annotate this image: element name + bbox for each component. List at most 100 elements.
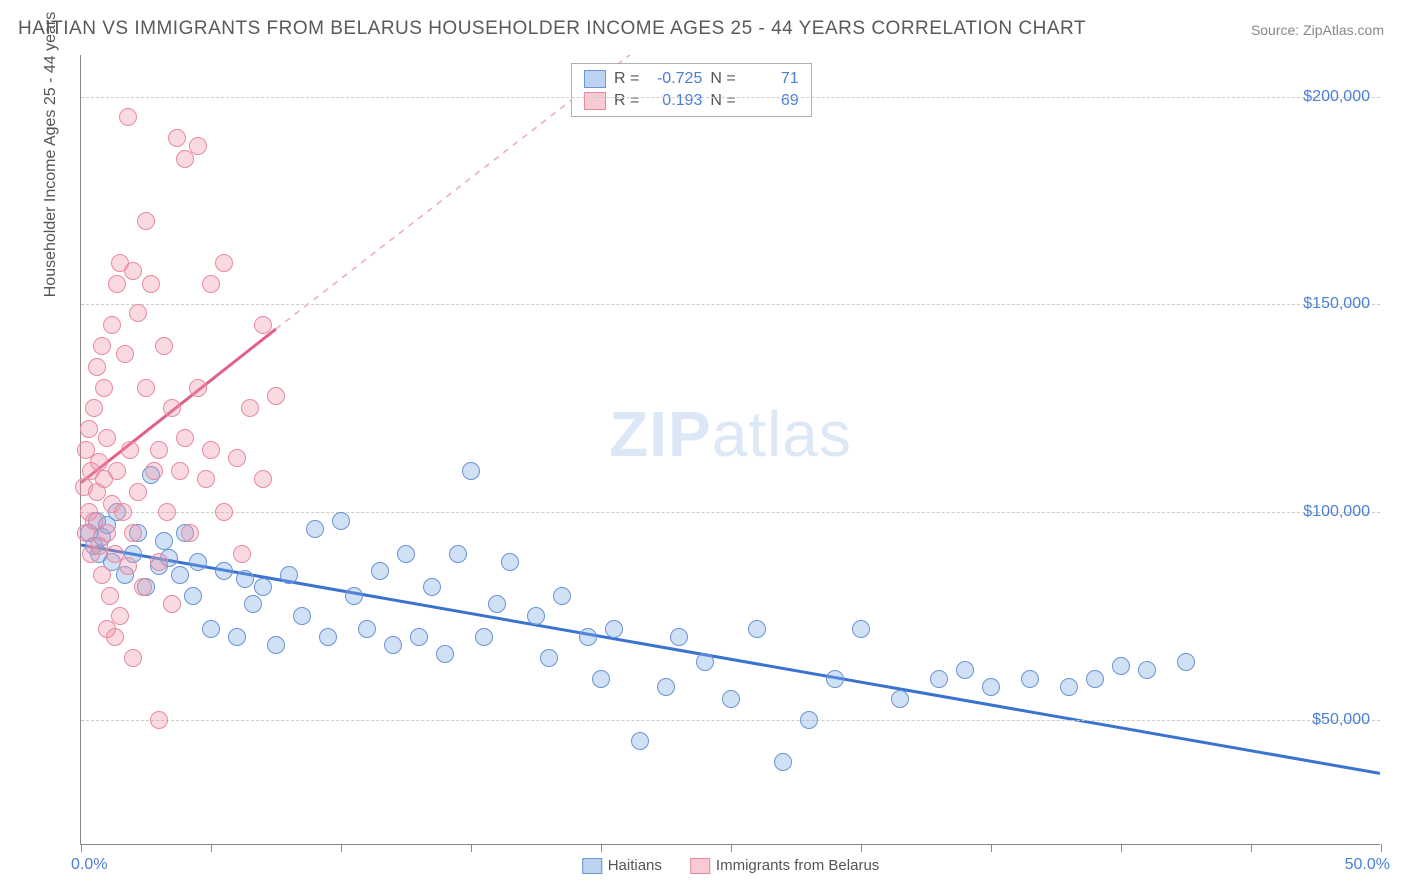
r-value-haitians: -0.725	[647, 70, 702, 88]
data-point	[891, 690, 909, 708]
watermark: ZIPatlas	[609, 397, 852, 471]
data-point	[553, 587, 571, 605]
data-point	[215, 503, 233, 521]
data-point	[254, 578, 272, 596]
data-point	[1112, 657, 1130, 675]
data-point	[101, 587, 119, 605]
legend-item-haitians: Haitians	[582, 857, 662, 874]
data-point	[1138, 661, 1156, 679]
data-point	[197, 470, 215, 488]
data-point	[306, 520, 324, 538]
data-point	[163, 399, 181, 417]
data-point	[108, 462, 126, 480]
gridline	[81, 512, 1380, 513]
data-point	[145, 462, 163, 480]
r-value-belarus: 0.193	[647, 92, 702, 110]
data-point	[137, 379, 155, 397]
x-tick	[1381, 844, 1382, 852]
data-point	[436, 645, 454, 663]
data-point	[168, 129, 186, 147]
data-point	[748, 620, 766, 638]
y-axis-label: Householder Income Ages 25 - 44 years	[42, 12, 60, 298]
data-point	[930, 670, 948, 688]
data-point	[119, 108, 137, 126]
legend-label-belarus: Immigrants from Belarus	[716, 857, 879, 874]
data-point	[150, 553, 168, 571]
data-point	[119, 557, 137, 575]
x-tick	[601, 844, 602, 852]
data-point	[93, 337, 111, 355]
data-point	[236, 570, 254, 588]
n-value-belarus: 69	[744, 92, 799, 110]
x-tick	[81, 844, 82, 852]
data-point	[358, 620, 376, 638]
x-tick	[471, 844, 472, 852]
data-point	[397, 545, 415, 563]
data-point	[171, 462, 189, 480]
data-point	[150, 441, 168, 459]
legend-swatch-blue	[584, 70, 606, 88]
data-point	[540, 649, 558, 667]
data-point	[1086, 670, 1104, 688]
data-point	[696, 653, 714, 671]
data-point	[163, 595, 181, 613]
data-point	[98, 429, 116, 447]
data-point	[103, 316, 121, 334]
data-point	[1060, 678, 1078, 696]
data-point	[137, 212, 155, 230]
data-point	[155, 532, 173, 550]
legend-label-haitians: Haitians	[608, 857, 662, 874]
data-point	[202, 441, 220, 459]
series-legend: Haitians Immigrants from Belarus	[582, 857, 880, 874]
data-point	[85, 399, 103, 417]
data-point	[98, 524, 116, 542]
data-point	[267, 636, 285, 654]
data-point	[155, 337, 173, 355]
x-tick	[991, 844, 992, 852]
y-tick-label: $50,000	[1312, 711, 1370, 729]
x-axis-end-label: 50.0%	[1345, 856, 1390, 874]
legend-row-haitians: R = -0.725 N = 71	[574, 68, 809, 90]
data-point	[410, 628, 428, 646]
data-point	[176, 429, 194, 447]
chart-title: HAITIAN VS IMMIGRANTS FROM BELARUS HOUSE…	[18, 18, 1086, 40]
data-point	[124, 262, 142, 280]
legend-item-belarus: Immigrants from Belarus	[690, 857, 879, 874]
data-point	[319, 628, 337, 646]
data-point	[722, 690, 740, 708]
gridline	[81, 304, 1380, 305]
x-tick	[1121, 844, 1122, 852]
data-point	[241, 399, 259, 417]
data-point	[90, 453, 108, 471]
data-point	[189, 137, 207, 155]
x-tick	[1251, 844, 1252, 852]
data-point	[488, 595, 506, 613]
legend-swatch-pink	[690, 858, 710, 874]
data-point	[982, 678, 1000, 696]
data-point	[215, 562, 233, 580]
data-point	[181, 524, 199, 542]
legend-swatch-blue	[582, 858, 602, 874]
data-point	[384, 636, 402, 654]
correlation-legend: R = -0.725 N = 71 R = 0.193 N = 69	[571, 63, 812, 117]
data-point	[114, 503, 132, 521]
y-tick-label: $150,000	[1303, 295, 1370, 313]
data-point	[371, 562, 389, 580]
data-point	[462, 462, 480, 480]
data-point	[1021, 670, 1039, 688]
data-point	[202, 275, 220, 293]
n-value-haitians: 71	[744, 70, 799, 88]
n-label: N =	[710, 70, 735, 88]
data-point	[280, 566, 298, 584]
data-point	[345, 587, 363, 605]
data-point	[80, 420, 98, 438]
data-point	[267, 387, 285, 405]
data-point	[121, 441, 139, 459]
data-point	[449, 545, 467, 563]
x-tick	[861, 844, 862, 852]
data-point	[202, 620, 220, 638]
data-point	[956, 661, 974, 679]
data-point	[124, 649, 142, 667]
data-point	[142, 275, 160, 293]
data-point	[670, 628, 688, 646]
